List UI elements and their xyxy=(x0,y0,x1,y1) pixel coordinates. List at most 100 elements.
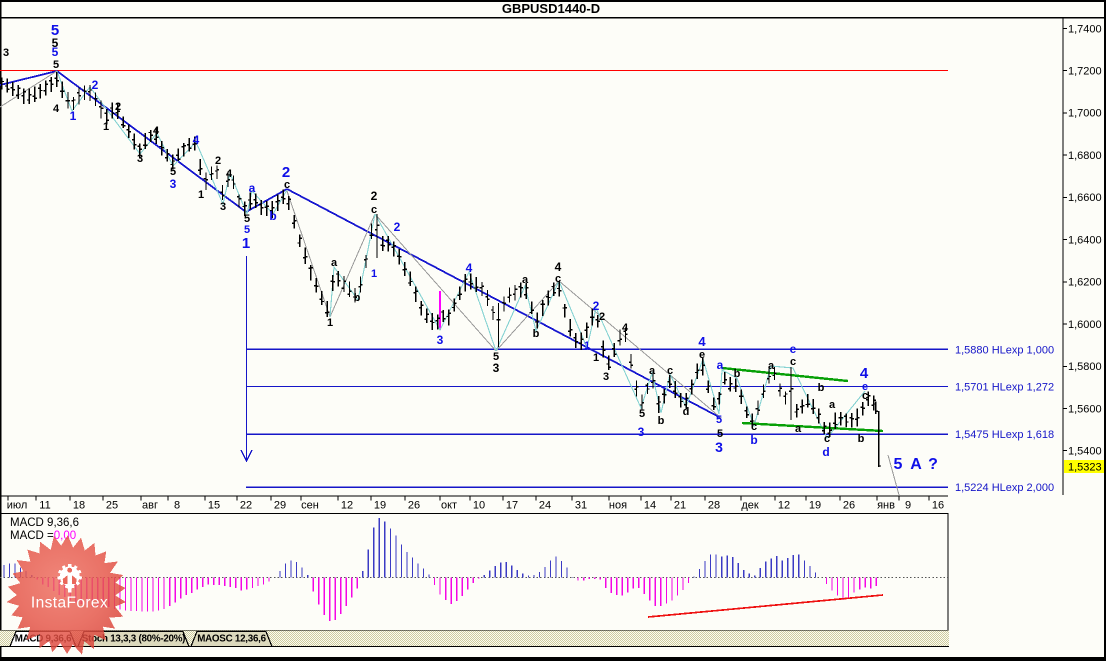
svg-text:2: 2 xyxy=(92,78,99,92)
svg-text:1,5224 HLexp 2,000: 1,5224 HLexp 2,000 xyxy=(955,482,1054,494)
svg-text:12: 12 xyxy=(341,500,353,512)
svg-text:3: 3 xyxy=(603,371,609,383)
svg-text:5: 5 xyxy=(493,351,499,363)
svg-text:8: 8 xyxy=(174,500,180,512)
svg-text:1,6800: 1,6800 xyxy=(1068,150,1102,162)
svg-text:e: e xyxy=(699,349,705,361)
svg-text:1: 1 xyxy=(70,109,77,123)
svg-text:b: b xyxy=(734,368,741,380)
svg-text:14: 14 xyxy=(644,500,656,512)
svg-text:MAOSC 12,36,6: MAOSC 12,36,6 xyxy=(197,634,266,645)
svg-text:2: 2 xyxy=(394,220,401,234)
svg-text:c: c xyxy=(824,433,830,445)
svg-text:3: 3 xyxy=(638,425,645,439)
svg-text:25: 25 xyxy=(106,500,118,512)
svg-text:дек: дек xyxy=(741,500,759,512)
svg-text:окт: окт xyxy=(441,500,457,512)
svg-text:3: 3 xyxy=(170,177,177,191)
svg-text:4: 4 xyxy=(466,261,473,275)
svg-text:9: 9 xyxy=(905,500,911,512)
svg-text:a: a xyxy=(649,365,656,377)
svg-text:b: b xyxy=(858,433,865,445)
svg-text:GBPUSD1440-D: GBPUSD1440-D xyxy=(502,1,600,16)
svg-text:26: 26 xyxy=(408,500,420,512)
svg-text:1,7200: 1,7200 xyxy=(1068,66,1102,78)
svg-text:1: 1 xyxy=(327,317,333,329)
svg-text:a: a xyxy=(829,399,836,411)
svg-text:авг: авг xyxy=(142,500,158,512)
svg-text:26: 26 xyxy=(843,500,855,512)
svg-text:1,5400: 1,5400 xyxy=(1068,446,1102,458)
svg-text:28: 28 xyxy=(708,500,720,512)
svg-text:b: b xyxy=(750,433,757,447)
svg-text:24: 24 xyxy=(539,500,551,512)
svg-text:e: e xyxy=(862,381,868,393)
svg-text:3: 3 xyxy=(715,439,723,455)
svg-text:4: 4 xyxy=(860,365,869,382)
svg-text:5: 5 xyxy=(53,59,59,71)
svg-text:1,5600: 1,5600 xyxy=(1068,403,1102,415)
svg-text:c: c xyxy=(667,365,673,377)
svg-text:11: 11 xyxy=(39,500,50,512)
svg-text:5: 5 xyxy=(894,456,903,473)
svg-text:21: 21 xyxy=(674,500,686,512)
svg-text:d: d xyxy=(822,445,829,459)
svg-text:4: 4 xyxy=(555,260,562,274)
svg-text:июл: июл xyxy=(7,500,28,512)
svg-text:1,5475 HLexp 1,618: 1,5475 HLexp 1,618 xyxy=(955,429,1054,441)
svg-text:1,5323: 1,5323 xyxy=(1068,462,1102,474)
svg-text:19: 19 xyxy=(374,500,386,512)
svg-text:b: b xyxy=(658,415,665,427)
svg-text:31: 31 xyxy=(575,500,587,512)
svg-text:4: 4 xyxy=(226,168,233,180)
svg-text:Stoch 13,3,3 (80%-20%): Stoch 13,3,3 (80%-20%) xyxy=(82,634,185,645)
svg-text:b: b xyxy=(533,328,540,340)
svg-text:5: 5 xyxy=(244,224,250,236)
svg-text:22: 22 xyxy=(240,500,252,512)
svg-text:c: c xyxy=(555,273,561,285)
svg-text:d: d xyxy=(683,406,690,418)
svg-text:1,6600: 1,6600 xyxy=(1068,192,1102,204)
svg-text:1,7400: 1,7400 xyxy=(1068,23,1102,35)
svg-text:3: 3 xyxy=(493,361,500,375)
svg-text:3: 3 xyxy=(137,153,143,165)
svg-text:1: 1 xyxy=(242,235,250,252)
svg-text:4: 4 xyxy=(153,125,160,137)
svg-text:2: 2 xyxy=(215,155,221,167)
svg-text:1: 1 xyxy=(371,268,377,280)
svg-text:янв: янв xyxy=(877,500,895,512)
svg-text:19: 19 xyxy=(809,500,821,512)
svg-text:a: a xyxy=(522,274,529,286)
svg-text:29: 29 xyxy=(274,500,286,512)
svg-text:4: 4 xyxy=(698,334,706,349)
svg-text:2: 2 xyxy=(599,311,605,323)
svg-text:1: 1 xyxy=(593,352,599,364)
svg-text:a: a xyxy=(717,358,724,372)
svg-text:2: 2 xyxy=(593,299,600,313)
svg-text:2: 2 xyxy=(115,101,121,113)
svg-text:1,5701 HLexp 1,272: 1,5701 HLexp 1,272 xyxy=(955,382,1054,394)
svg-text:a: a xyxy=(795,423,802,435)
svg-text:5: 5 xyxy=(51,22,59,39)
svg-text:1,5800: 1,5800 xyxy=(1068,361,1102,373)
svg-text:?: ? xyxy=(928,456,938,473)
svg-text:1,6400: 1,6400 xyxy=(1068,234,1102,246)
svg-text:ноя: ноя xyxy=(609,500,627,512)
svg-text:1: 1 xyxy=(584,340,590,352)
svg-text:4: 4 xyxy=(193,133,200,147)
svg-text:2: 2 xyxy=(282,164,290,181)
svg-text:c: c xyxy=(751,421,757,433)
svg-text:e: e xyxy=(790,342,797,356)
svg-text:a: a xyxy=(331,257,338,269)
svg-text:5: 5 xyxy=(52,45,59,59)
svg-text:5: 5 xyxy=(639,408,645,420)
svg-text:5: 5 xyxy=(717,428,723,440)
svg-text:A: A xyxy=(910,456,922,473)
svg-text:b: b xyxy=(269,209,276,223)
svg-text:5: 5 xyxy=(244,213,250,225)
svg-text:1: 1 xyxy=(198,189,204,201)
svg-text:1,6200: 1,6200 xyxy=(1068,277,1102,289)
svg-text:4: 4 xyxy=(622,322,629,334)
svg-text:1,6000: 1,6000 xyxy=(1068,319,1102,331)
svg-text:c: c xyxy=(862,390,868,402)
